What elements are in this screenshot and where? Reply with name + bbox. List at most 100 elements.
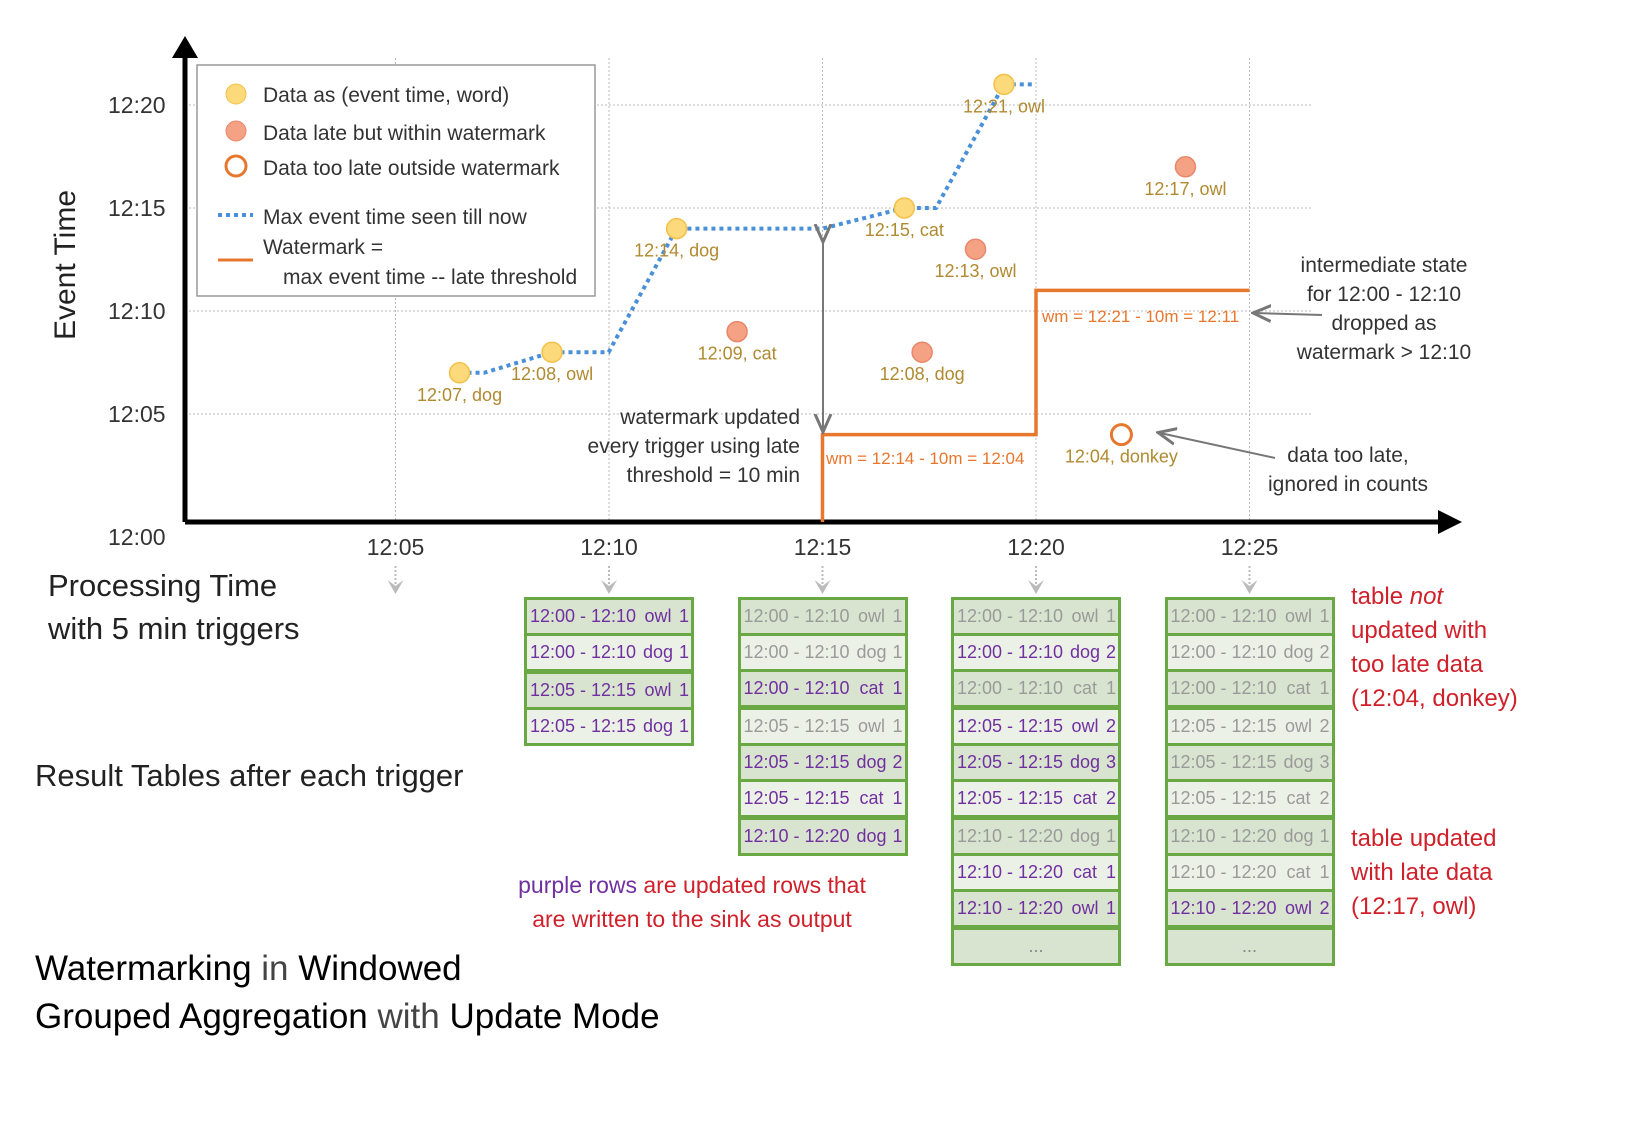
word-cell: owl — [642, 600, 674, 633]
wm-update-note: watermark updated every trigger using la… — [588, 406, 800, 487]
table-row: 12:00 - 12:10 dog 1 — [740, 636, 905, 669]
window-cell: 12:10 - 12:20 — [740, 820, 853, 853]
x-tick-label: 12:10 — [580, 534, 638, 560]
window-cell: 12:00 - 12:10 — [740, 672, 853, 705]
data-point-label: 12:17, owl — [1144, 179, 1226, 199]
word-cell: dog — [1069, 820, 1101, 853]
count-cell: 2 — [890, 746, 905, 779]
word-cell: cat — [1282, 856, 1315, 889]
x-axis-label-1: Processing Time — [48, 568, 277, 603]
count-cell: 2 — [1317, 710, 1332, 743]
window-cell: 12:00 - 12:10 — [740, 636, 853, 669]
table-row: 12:10 - 12:20 dog 1 — [740, 820, 905, 853]
svg-text:(12:17, owl): (12:17, owl) — [1351, 893, 1476, 920]
y-axis-label: Event Time — [49, 190, 82, 340]
table-row: 12:05 - 12:15 owl 2 — [1167, 710, 1332, 743]
count-cell: 3 — [1317, 746, 1332, 779]
data-point-label: 12:07, dog — [417, 385, 502, 405]
count-cell: 1 — [890, 820, 905, 853]
too-late-marker-icon — [224, 154, 248, 178]
updated-note: table updated with late data (12:17, owl… — [1350, 825, 1496, 920]
svg-text:watermark > 12:10: watermark > 12:10 — [1296, 341, 1472, 364]
word-cell: dog — [1282, 636, 1315, 669]
count-cell: 1 — [677, 636, 691, 669]
svg-text:every trigger using late: every trigger using late — [588, 435, 800, 458]
window-cell: 12:05 - 12:15 — [740, 710, 853, 743]
data-point-on_time — [665, 217, 688, 240]
title-line-2: Grouped Aggregation with Update Mode — [35, 997, 660, 1036]
word-cell: dog — [642, 710, 674, 743]
word-cell: dog — [1069, 636, 1101, 669]
window-cell: 12:00 - 12:10 — [1167, 600, 1280, 633]
legend-watermark-1: Watermark = — [263, 236, 383, 259]
window-cell: 12:05 - 12:15 — [1167, 746, 1280, 779]
svg-text:updated with: updated with — [1351, 617, 1487, 644]
table-row: 12:00 - 12:10 dog 2 — [1167, 636, 1332, 669]
window-cell: 12:00 - 12:10 — [1167, 636, 1280, 669]
on-time-marker-icon — [225, 83, 247, 105]
legend-late: Data late but within watermark — [263, 122, 546, 145]
legend-data: Data as (event time, word) — [263, 84, 509, 107]
word-cell: owl — [1069, 600, 1101, 633]
table-row: 12:05 - 12:15 cat 2 — [954, 782, 1118, 815]
count-cell: 1 — [677, 710, 691, 743]
table-row: 12:00 - 12:10 owl 1 — [1167, 600, 1332, 633]
title-line-1: Watermarking in Windowed — [35, 949, 462, 988]
word-cell: dog — [1282, 820, 1315, 853]
window-cell: 12:10 - 12:20 — [954, 856, 1066, 889]
svg-text:(12:04, donkey): (12:04, donkey) — [1351, 685, 1518, 712]
data-point-on_time — [993, 73, 1015, 96]
result-table-1225: 12:00 - 12:10 owl 1 12:00 - 12:10 dog 2 12:00 … — [1164, 597, 1335, 966]
word-cell: dog — [1282, 746, 1315, 779]
too-late-arrow — [1160, 433, 1276, 459]
count-cell: 2 — [1317, 782, 1332, 815]
window-cell: 12:05 - 12:15 — [1167, 710, 1280, 743]
count-cell: 1 — [890, 600, 905, 633]
window-cell: 12:10 - 12:20 — [1167, 892, 1280, 925]
trigger-arrow-head-icon — [1028, 580, 1044, 594]
count-cell: 2 — [1104, 710, 1118, 743]
table-row: 12:00 - 12:10 cat 1 — [954, 672, 1118, 705]
word-cell: dog — [1069, 746, 1101, 779]
intermediate-state-arrow — [1255, 313, 1323, 315]
word-cell: cat — [855, 672, 888, 705]
table-row: 12:05 - 12:15 dog 2 — [740, 746, 905, 779]
legend-too-late: Data too late outside watermark — [263, 157, 560, 180]
svg-text:threshold = 10 min: threshold = 10 min — [627, 464, 800, 487]
wm1-label: wm = 12:14 - 10m = 12:04 — [825, 449, 1024, 468]
table-row: 12:00 - 12:10 owl 1 — [954, 600, 1118, 633]
window-cell: 12:00 - 12:10 — [954, 600, 1066, 633]
table-row: 12:05 - 12:15 owl 1 — [740, 710, 905, 743]
table-row: 12:05 - 12:15 cat 2 — [1167, 782, 1332, 815]
word-cell: cat — [1282, 672, 1315, 705]
window-cell: 12:05 - 12:15 — [740, 746, 853, 779]
window-cell: 12:00 - 12:10 — [954, 672, 1066, 705]
legend: Data as (event time, word) Data late but… — [196, 64, 596, 297]
result-table-1215: 12:00 - 12:10 owl 1 12:00 - 12:10 dog 1 12:00 … — [737, 597, 908, 856]
count-cell: 1 — [1317, 820, 1332, 853]
data-point-on_time — [893, 197, 916, 219]
data-point-label: 12:09, cat — [698, 344, 777, 364]
table-row: 12:05 - 12:15 dog 3 — [954, 746, 1118, 779]
count-cell: 1 — [1104, 892, 1118, 925]
window-cell: 12:00 - 12:10 — [1167, 672, 1280, 705]
data-point-late — [964, 238, 987, 260]
x-tick-label: 12:20 — [1007, 534, 1065, 560]
word-cell: cat — [1282, 782, 1315, 815]
window-cell: 12:05 - 12:15 — [527, 710, 639, 743]
x-axis-arrow-icon — [1438, 510, 1462, 534]
wm2-label: wm = 12:21 - 10m = 12:11 — [1041, 307, 1239, 326]
count-cell: 1 — [677, 674, 691, 707]
svg-text:for 12:00 - 12:10: for 12:00 - 12:10 — [1307, 283, 1461, 306]
table-row: 12:10 - 12:20 dog 1 — [1167, 820, 1332, 853]
x-axis-label-2: with 5 min triggers — [47, 611, 300, 646]
count-cell: 1 — [890, 782, 905, 815]
svg-text:intermediate state: intermediate state — [1301, 254, 1468, 277]
too-late-note: data too late, ignored in counts — [1268, 444, 1428, 496]
trigger-arrow-head-icon — [1241, 580, 1258, 594]
word-cell: owl — [642, 674, 674, 707]
svg-text:data too late,: data too late, — [1287, 444, 1408, 467]
more-rows: ... — [954, 930, 1118, 963]
word-cell: cat — [1069, 782, 1101, 815]
table-row: 12:05 - 12:15 dog 3 — [1167, 746, 1332, 779]
